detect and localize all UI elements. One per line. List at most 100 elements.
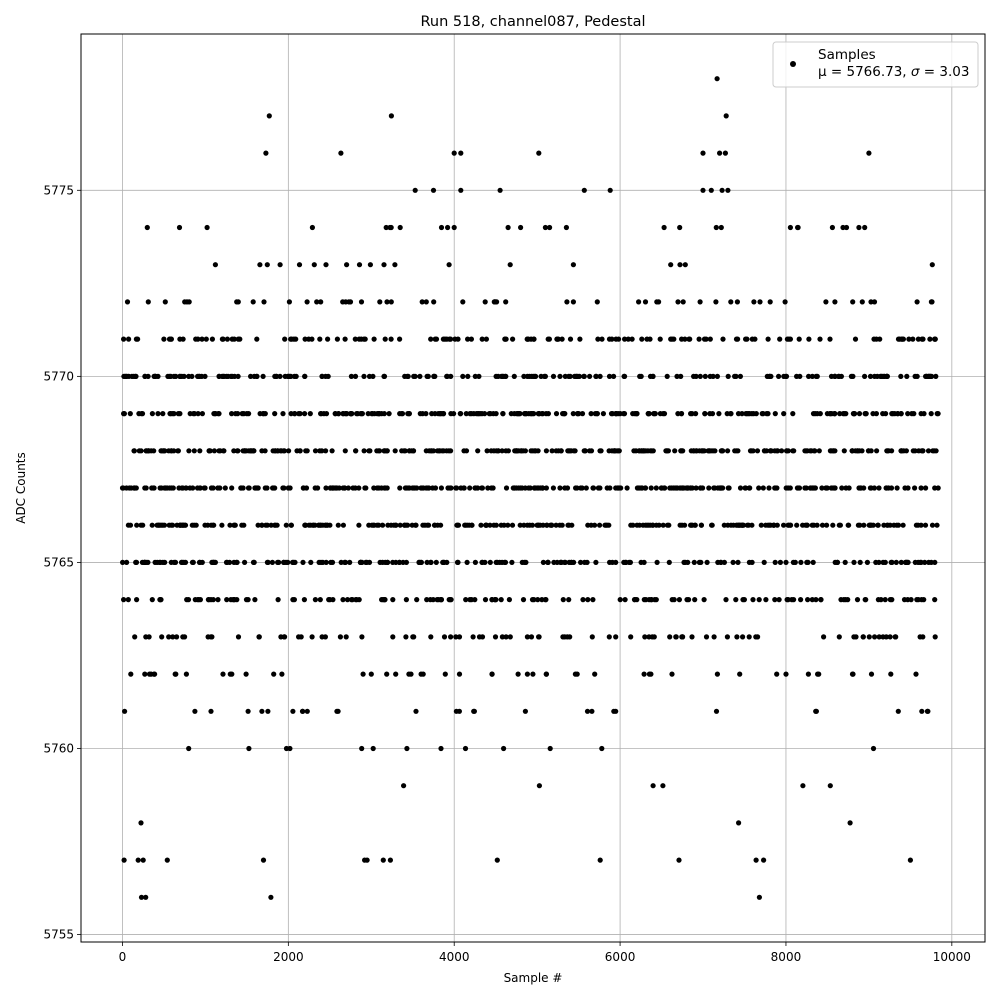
- data-point: [124, 299, 131, 305]
- data-point: [448, 448, 454, 454]
- data-point: [264, 262, 270, 268]
- data-point: [511, 373, 517, 379]
- data-point: [427, 597, 433, 603]
- data-point: [536, 485, 542, 491]
- data-point: [326, 597, 332, 603]
- data-point: [247, 448, 253, 454]
- data-point: [919, 708, 925, 714]
- data-point: [581, 448, 587, 454]
- data-point: [599, 336, 605, 342]
- data-point: [149, 485, 155, 491]
- data-point: [653, 597, 659, 603]
- data-point: [590, 485, 596, 491]
- data-point: [182, 634, 188, 640]
- data-point: [220, 671, 226, 677]
- data-point: [335, 708, 341, 714]
- data-point: [447, 597, 453, 603]
- data-point: [588, 411, 594, 417]
- data-point: [913, 671, 919, 677]
- data-point: [368, 671, 374, 677]
- data-point: [281, 559, 287, 566]
- data-point: [711, 634, 717, 640]
- data-point: [126, 485, 132, 491]
- data-point: [438, 745, 444, 752]
- data-point: [317, 522, 324, 528]
- data-point: [133, 336, 139, 342]
- data-point: [668, 336, 674, 342]
- data-point: [174, 634, 180, 640]
- data-point: [905, 597, 911, 603]
- data-point: [362, 336, 368, 342]
- data-point: [580, 597, 586, 603]
- data-point: [895, 522, 902, 528]
- data-point: [902, 485, 908, 491]
- data-point: [875, 597, 882, 603]
- data-point: [576, 411, 582, 417]
- data-point: [143, 634, 149, 640]
- data-point: [472, 485, 478, 491]
- data-point: [697, 373, 703, 379]
- data-point: [646, 671, 653, 677]
- data-point: [641, 559, 647, 566]
- data-point: [570, 262, 577, 268]
- data-point: [597, 857, 603, 863]
- data-point: [140, 857, 146, 863]
- data-point: [434, 597, 440, 603]
- data-point: [241, 411, 247, 417]
- data-point: [530, 373, 536, 379]
- data-point: [318, 411, 324, 417]
- data-point: [677, 224, 683, 231]
- data-point: [229, 411, 235, 417]
- data-point: [208, 485, 214, 491]
- data-point: [354, 411, 360, 417]
- data-point: [382, 597, 388, 603]
- data-point: [445, 224, 451, 231]
- data-point: [138, 522, 144, 528]
- data-point: [205, 522, 211, 528]
- data-point: [155, 411, 161, 417]
- data-point: [478, 522, 484, 528]
- data-point: [183, 671, 189, 677]
- data-point: [243, 671, 249, 677]
- data-point: [307, 411, 313, 417]
- data-point: [362, 485, 368, 491]
- data-point: [381, 411, 387, 417]
- data-point: [637, 373, 643, 379]
- data-point: [717, 150, 723, 156]
- data-point: [866, 634, 872, 640]
- data-point: [638, 448, 645, 454]
- data-point: [557, 485, 563, 491]
- data-point: [930, 448, 936, 454]
- data-point: [677, 522, 683, 528]
- data-point: [860, 634, 866, 640]
- data-point: [929, 299, 935, 305]
- data-point: [432, 411, 438, 417]
- data-point: [895, 336, 902, 342]
- data-point: [310, 522, 316, 528]
- data-point: [343, 411, 349, 417]
- data-point: [706, 448, 712, 454]
- data-point: [750, 597, 756, 603]
- data-point: [667, 485, 673, 491]
- data-point: [915, 336, 922, 342]
- data-point: [712, 485, 718, 491]
- data-point: [464, 559, 470, 566]
- data-point: [550, 485, 557, 491]
- data-point: [691, 373, 697, 379]
- data-point: [644, 336, 650, 342]
- data-point: [818, 597, 824, 603]
- data-point: [907, 857, 914, 863]
- data-point: [914, 597, 920, 603]
- data-point: [209, 336, 215, 342]
- data-point: [484, 448, 490, 454]
- data-point: [135, 857, 141, 863]
- data-point: [872, 634, 878, 640]
- data-point: [401, 783, 407, 789]
- data-point: [680, 299, 686, 305]
- data-point: [529, 522, 536, 528]
- data-point: [918, 411, 924, 417]
- data-point: [121, 857, 127, 863]
- data-point: [805, 671, 812, 677]
- data-point: [682, 262, 688, 268]
- legend-stats: μ = 5766.73, σ = 3.03: [818, 64, 969, 80]
